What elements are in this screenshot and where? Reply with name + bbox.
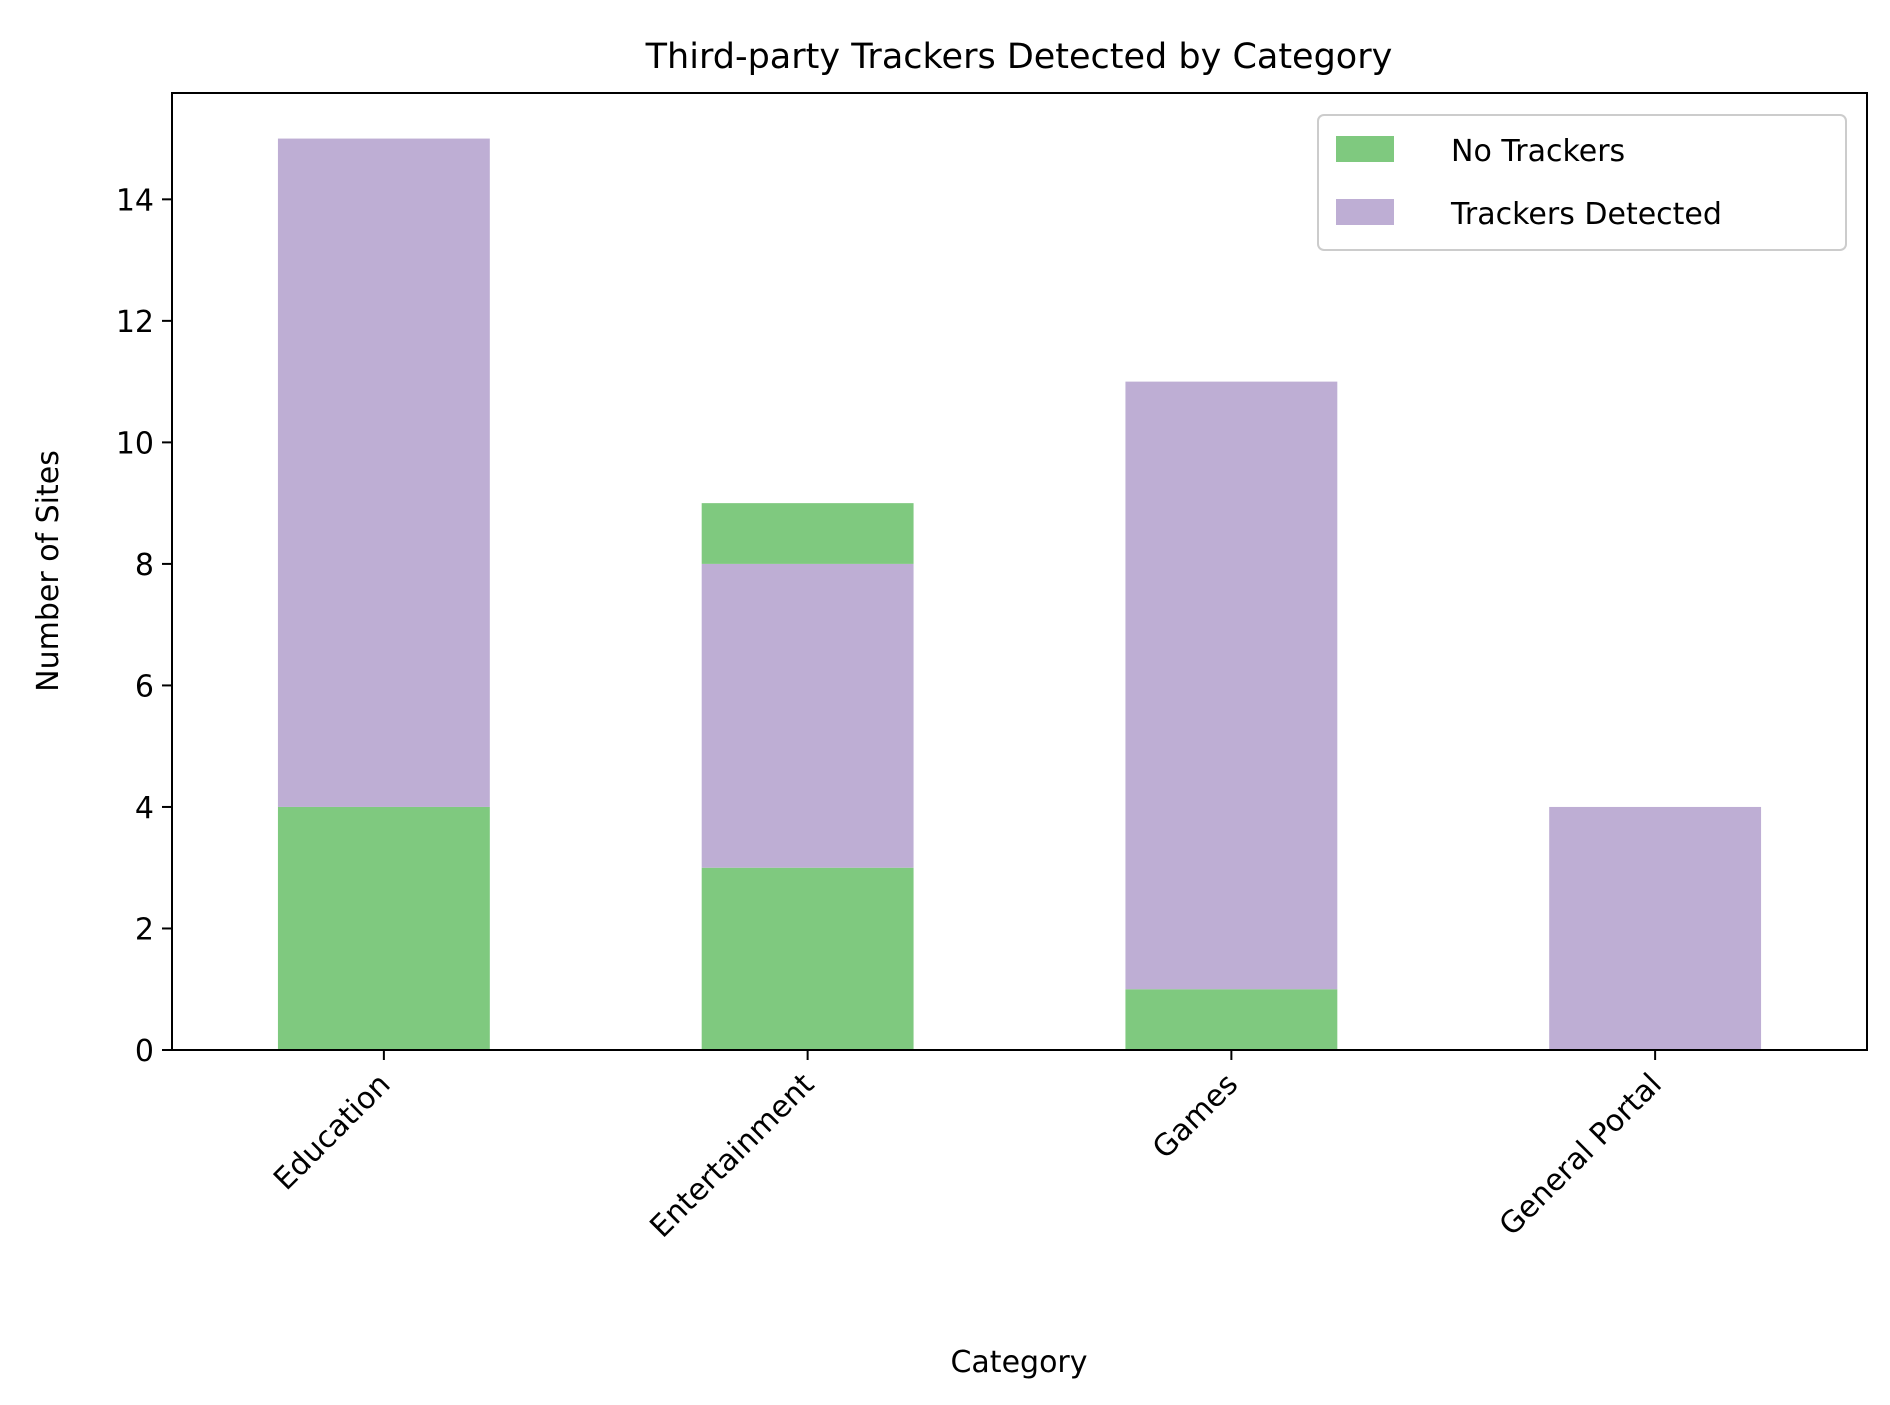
y-tick-label: 12 [116,305,154,340]
legend-label-trackers-detected: Trackers Detected [1450,197,1722,232]
x-tick-label-general-portal: General Portal [1493,1067,1669,1243]
y-axis-label: Number of Sites [31,450,66,692]
legend-label-no-trackers: No Trackers [1451,134,1625,169]
y-tick-label: 6 [135,669,154,704]
x-axis-label: Category [950,1345,1087,1380]
bar-games-trackers-detected [1125,381,1338,990]
bar-entertainment-segment-2 [701,503,914,564]
plot-frame [171,92,1868,1051]
bars [277,138,1762,1050]
x-tick-label-games: Games [1146,1067,1245,1166]
bar-games-no-trackers [1125,989,1338,1050]
x-tick-label-entertainment: Entertainment [643,1067,821,1245]
y-tick-label: 14 [116,183,154,218]
y-tick-label: 10 [116,426,154,461]
x-axis: Education Entertainment Games General Porta… [267,1050,1669,1245]
chart-title: Third-party Trackers Detected by Categor… [645,37,1393,77]
bar-general-portal-trackers-detected [1549,806,1762,1050]
y-tick-label: 4 [135,791,154,826]
bar-entertainment-no-trackers [701,867,914,1050]
y-axis: 0 2 4 6 8 10 12 14 [116,183,172,1069]
bar-education-trackers-detected [277,138,490,807]
legend-swatch-no-trackers [1336,136,1394,162]
y-tick-label: 8 [135,548,154,583]
x-tick-label-education: Education [267,1067,397,1197]
legend-swatch-trackers-detected [1336,199,1394,225]
y-tick-label: 2 [135,912,154,947]
bar-education-no-trackers [277,806,490,1050]
bar-entertainment-trackers-detected [701,563,914,868]
legend-frame [1317,114,1847,251]
y-tick-label: 0 [135,1034,154,1069]
legend: No Trackers Trackers Detected [1317,114,1847,251]
